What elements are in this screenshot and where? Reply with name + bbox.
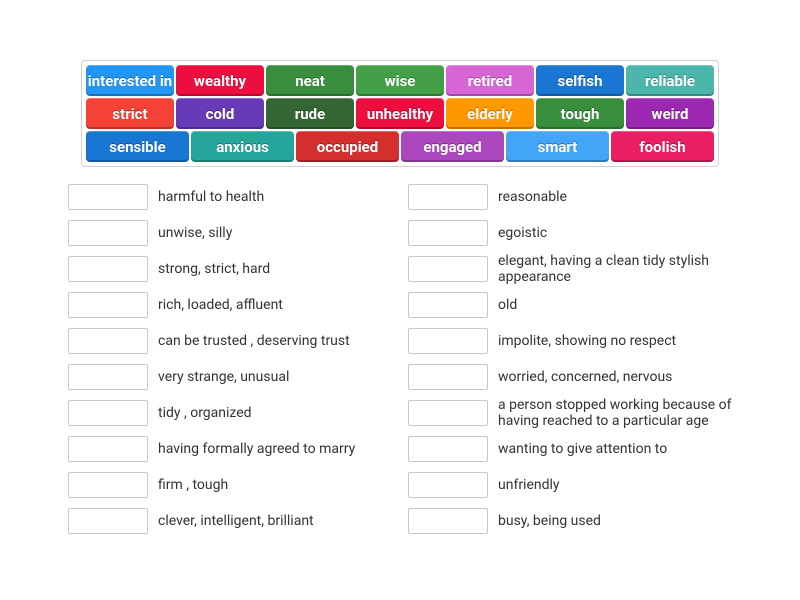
answers-column-left: harmful to health unwise, silly strong, st… xyxy=(68,179,392,539)
definition-text: having formally agreed to marry xyxy=(158,441,355,457)
answer-slot[interactable] xyxy=(408,472,488,498)
word-tile[interactable]: cold xyxy=(176,98,264,129)
definition-text: impolite, showing no respect xyxy=(498,333,676,349)
word-tile[interactable]: occupied xyxy=(296,131,399,162)
answer-slot[interactable] xyxy=(408,508,488,534)
answer-row: unfriendly xyxy=(408,467,732,503)
answer-slot[interactable] xyxy=(408,436,488,462)
definition-text: old xyxy=(498,297,517,313)
definition-text: busy, being used xyxy=(498,513,601,529)
answer-slot[interactable] xyxy=(68,292,148,318)
definition-text: can be trusted , deserving trust xyxy=(158,333,350,349)
word-tile[interactable]: anxious xyxy=(191,131,294,162)
definition-text: unfriendly xyxy=(498,477,560,493)
word-tile[interactable]: reliable xyxy=(626,65,714,96)
answer-row: rich, loaded, affluent xyxy=(68,287,392,323)
answer-slot[interactable] xyxy=(68,256,148,282)
answer-row: harmful to health xyxy=(68,179,392,215)
answer-slot[interactable] xyxy=(68,436,148,462)
answer-slot[interactable] xyxy=(408,328,488,354)
answer-slot[interactable] xyxy=(68,220,148,246)
word-tile[interactable]: wise xyxy=(356,65,444,96)
answer-row: old xyxy=(408,287,732,323)
answer-row: elegant, having a clean tidy stylish app… xyxy=(408,251,732,287)
answer-slot[interactable] xyxy=(408,256,488,282)
word-tile[interactable]: unhealthy xyxy=(356,98,444,129)
answer-slot[interactable] xyxy=(408,184,488,210)
definition-text: harmful to health xyxy=(158,189,264,205)
answers-column-right: reasonable egoistic elegant, having a clea… xyxy=(408,179,732,539)
word-tile[interactable]: engaged xyxy=(401,131,504,162)
word-tile[interactable]: foolish xyxy=(611,131,714,162)
word-tile[interactable]: elderly xyxy=(446,98,534,129)
answer-row: wanting to give attention to xyxy=(408,431,732,467)
word-tile[interactable]: strict xyxy=(86,98,174,129)
answer-slot[interactable] xyxy=(408,220,488,246)
word-bank: interested inwealthyneatwiseretiredselfi… xyxy=(81,60,719,167)
word-tile[interactable]: smart xyxy=(506,131,609,162)
answer-slot[interactable] xyxy=(408,364,488,390)
answer-row: reasonable xyxy=(408,179,732,215)
answer-row: can be trusted , deserving trust xyxy=(68,323,392,359)
answer-row: strong, strict, hard xyxy=(68,251,392,287)
definition-text: egoistic xyxy=(498,225,547,241)
answer-row: egoistic xyxy=(408,215,732,251)
answers-container: harmful to health unwise, silly strong, st… xyxy=(40,179,760,539)
definition-text: worried, concerned, nervous xyxy=(498,369,672,385)
definition-text: tidy , organized xyxy=(158,405,252,421)
answer-slot[interactable] xyxy=(68,400,148,426)
definition-text: strong, strict, hard xyxy=(158,261,270,277)
answer-slot[interactable] xyxy=(408,292,488,318)
word-tile[interactable]: wealthy xyxy=(176,65,264,96)
answer-row: unwise, silly xyxy=(68,215,392,251)
answer-row: having formally agreed to marry xyxy=(68,431,392,467)
definition-text: elegant, having a clean tidy stylish app… xyxy=(498,253,732,285)
word-tile[interactable]: weird xyxy=(626,98,714,129)
answer-row: impolite, showing no respect xyxy=(408,323,732,359)
definition-text: reasonable xyxy=(498,189,567,205)
answer-row: a person stopped working because of havi… xyxy=(408,395,732,431)
answer-row: busy, being used xyxy=(408,503,732,539)
word-tile[interactable]: tough xyxy=(536,98,624,129)
definition-text: wanting to give attention to xyxy=(498,441,667,457)
answer-row: tidy , organized xyxy=(68,395,392,431)
answer-slot[interactable] xyxy=(68,472,148,498)
definition-text: a person stopped working because of havi… xyxy=(498,397,732,429)
definition-text: rich, loaded, affluent xyxy=(158,297,283,313)
answer-row: firm , tough xyxy=(68,467,392,503)
definition-text: very strange, unusual xyxy=(158,369,289,385)
answer-slot[interactable] xyxy=(68,508,148,534)
definition-text: unwise, silly xyxy=(158,225,232,241)
answer-slot[interactable] xyxy=(68,184,148,210)
word-tile[interactable]: interested in xyxy=(86,65,174,96)
answer-row: worried, concerned, nervous xyxy=(408,359,732,395)
answer-row: very strange, unusual xyxy=(68,359,392,395)
answer-slot[interactable] xyxy=(408,400,488,426)
definition-text: clever, intelligent, brilliant xyxy=(158,513,314,529)
answer-slot[interactable] xyxy=(68,328,148,354)
word-tile[interactable]: retired xyxy=(446,65,534,96)
answer-row: clever, intelligent, brilliant xyxy=(68,503,392,539)
word-tile[interactable]: rude xyxy=(266,98,354,129)
word-tile[interactable]: selfish xyxy=(536,65,624,96)
definition-text: firm , tough xyxy=(158,477,228,493)
answer-slot[interactable] xyxy=(68,364,148,390)
word-tile[interactable]: sensible xyxy=(86,131,189,162)
word-tile[interactable]: neat xyxy=(266,65,354,96)
